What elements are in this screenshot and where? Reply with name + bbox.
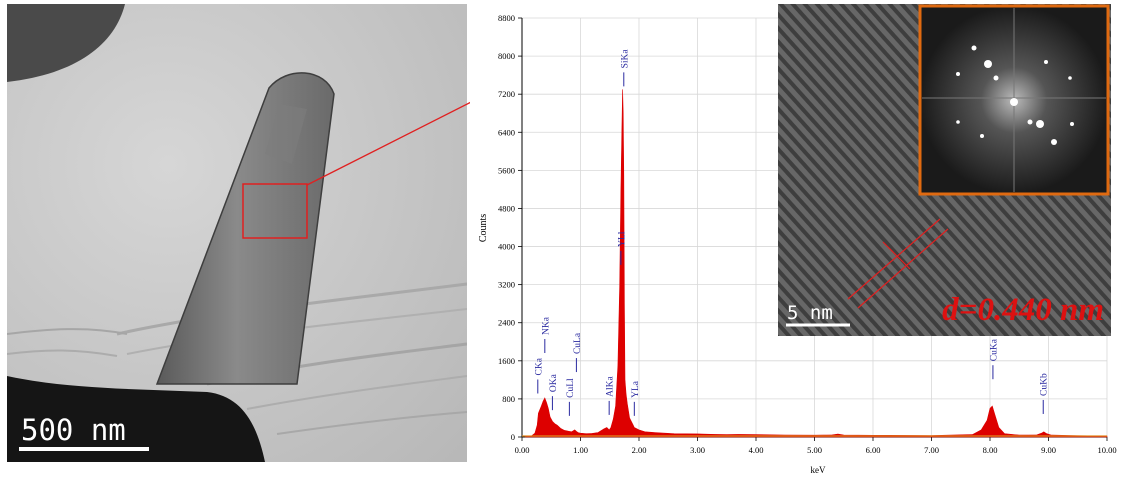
y-axis-label: Counts: [478, 214, 489, 242]
peak-label: YLl: [617, 231, 627, 247]
x-tick-label: 3.00: [690, 445, 705, 455]
y-tick-label: 6400: [498, 127, 515, 137]
y-tick-label: 2400: [498, 318, 515, 328]
y-tick-label: 0: [511, 432, 515, 442]
y-tick-label: 4000: [498, 242, 515, 252]
peak-label: CuKa: [989, 338, 999, 361]
y-tick-label: 1600: [498, 356, 515, 366]
y-tick-label: 3200: [498, 280, 515, 290]
y-tick-label: 8000: [498, 51, 515, 61]
peak-label: NKa: [541, 316, 551, 335]
peak-label: AlKa: [606, 376, 616, 397]
x-tick-label: 2.00: [632, 445, 647, 455]
peak-label: CuKb: [1040, 373, 1050, 396]
x-tick-label: 6.00: [866, 445, 881, 455]
tem-micrograph: 500 nm: [7, 4, 467, 462]
y-tick-label: 7200: [498, 89, 515, 99]
x-tick-label: 1.00: [573, 445, 588, 455]
tem-scale-label: 500 nm: [21, 413, 126, 447]
x-tick-label: 5.00: [807, 445, 822, 455]
peak-label: YLa: [631, 380, 641, 398]
peak-label: OKa: [549, 373, 559, 392]
spectrum-series: [522, 89, 1108, 438]
y-tick-label: 4800: [498, 203, 515, 213]
peak-label: SiKa: [620, 49, 630, 69]
y-tick-labels: 0 800 1600 2400 3200 4000 4800 5600 6400 7200 8000…: [498, 13, 522, 442]
fft-pattern: [918, 4, 1110, 196]
x-tick-label: 0.00: [515, 445, 530, 455]
x-tick-label: 10.00: [1097, 445, 1116, 455]
hrtem-inset: 5 nm d=0.440 nm: [778, 4, 1111, 336]
spectrum-fill: [524, 89, 1108, 438]
x-tick-label: 9.00: [1041, 445, 1056, 455]
y-tick-label: 800: [502, 394, 515, 404]
hrtem-scale-label: 5 nm: [787, 302, 833, 324]
x-tick-labels: 0.00 1.00 2.00 3.00 4.00 5.00 6.00 7.00 8.00 9.00…: [515, 437, 1117, 455]
x-tick-label: 4.00: [749, 445, 764, 455]
d-spacing-label: d=0.440 nm: [942, 292, 1104, 328]
peak-labels: CKa NKa OKa CuLl CuLa AlKa SiKa YLl YLa CuKa CuKb: [534, 49, 1050, 416]
peak-label: CuLl: [566, 378, 576, 398]
selected-area-box: [242, 183, 308, 239]
x-tick-label: 8.00: [983, 445, 998, 455]
x-tick-label: 7.00: [924, 445, 939, 455]
x-axis-label: keV: [811, 465, 826, 475]
y-tick-label: 5600: [498, 165, 515, 175]
peak-label: CKa: [534, 357, 544, 375]
peak-label: CuLa: [573, 332, 583, 354]
d-spacing-marker: [847, 218, 949, 309]
y-tick-label: 8800: [498, 13, 515, 23]
